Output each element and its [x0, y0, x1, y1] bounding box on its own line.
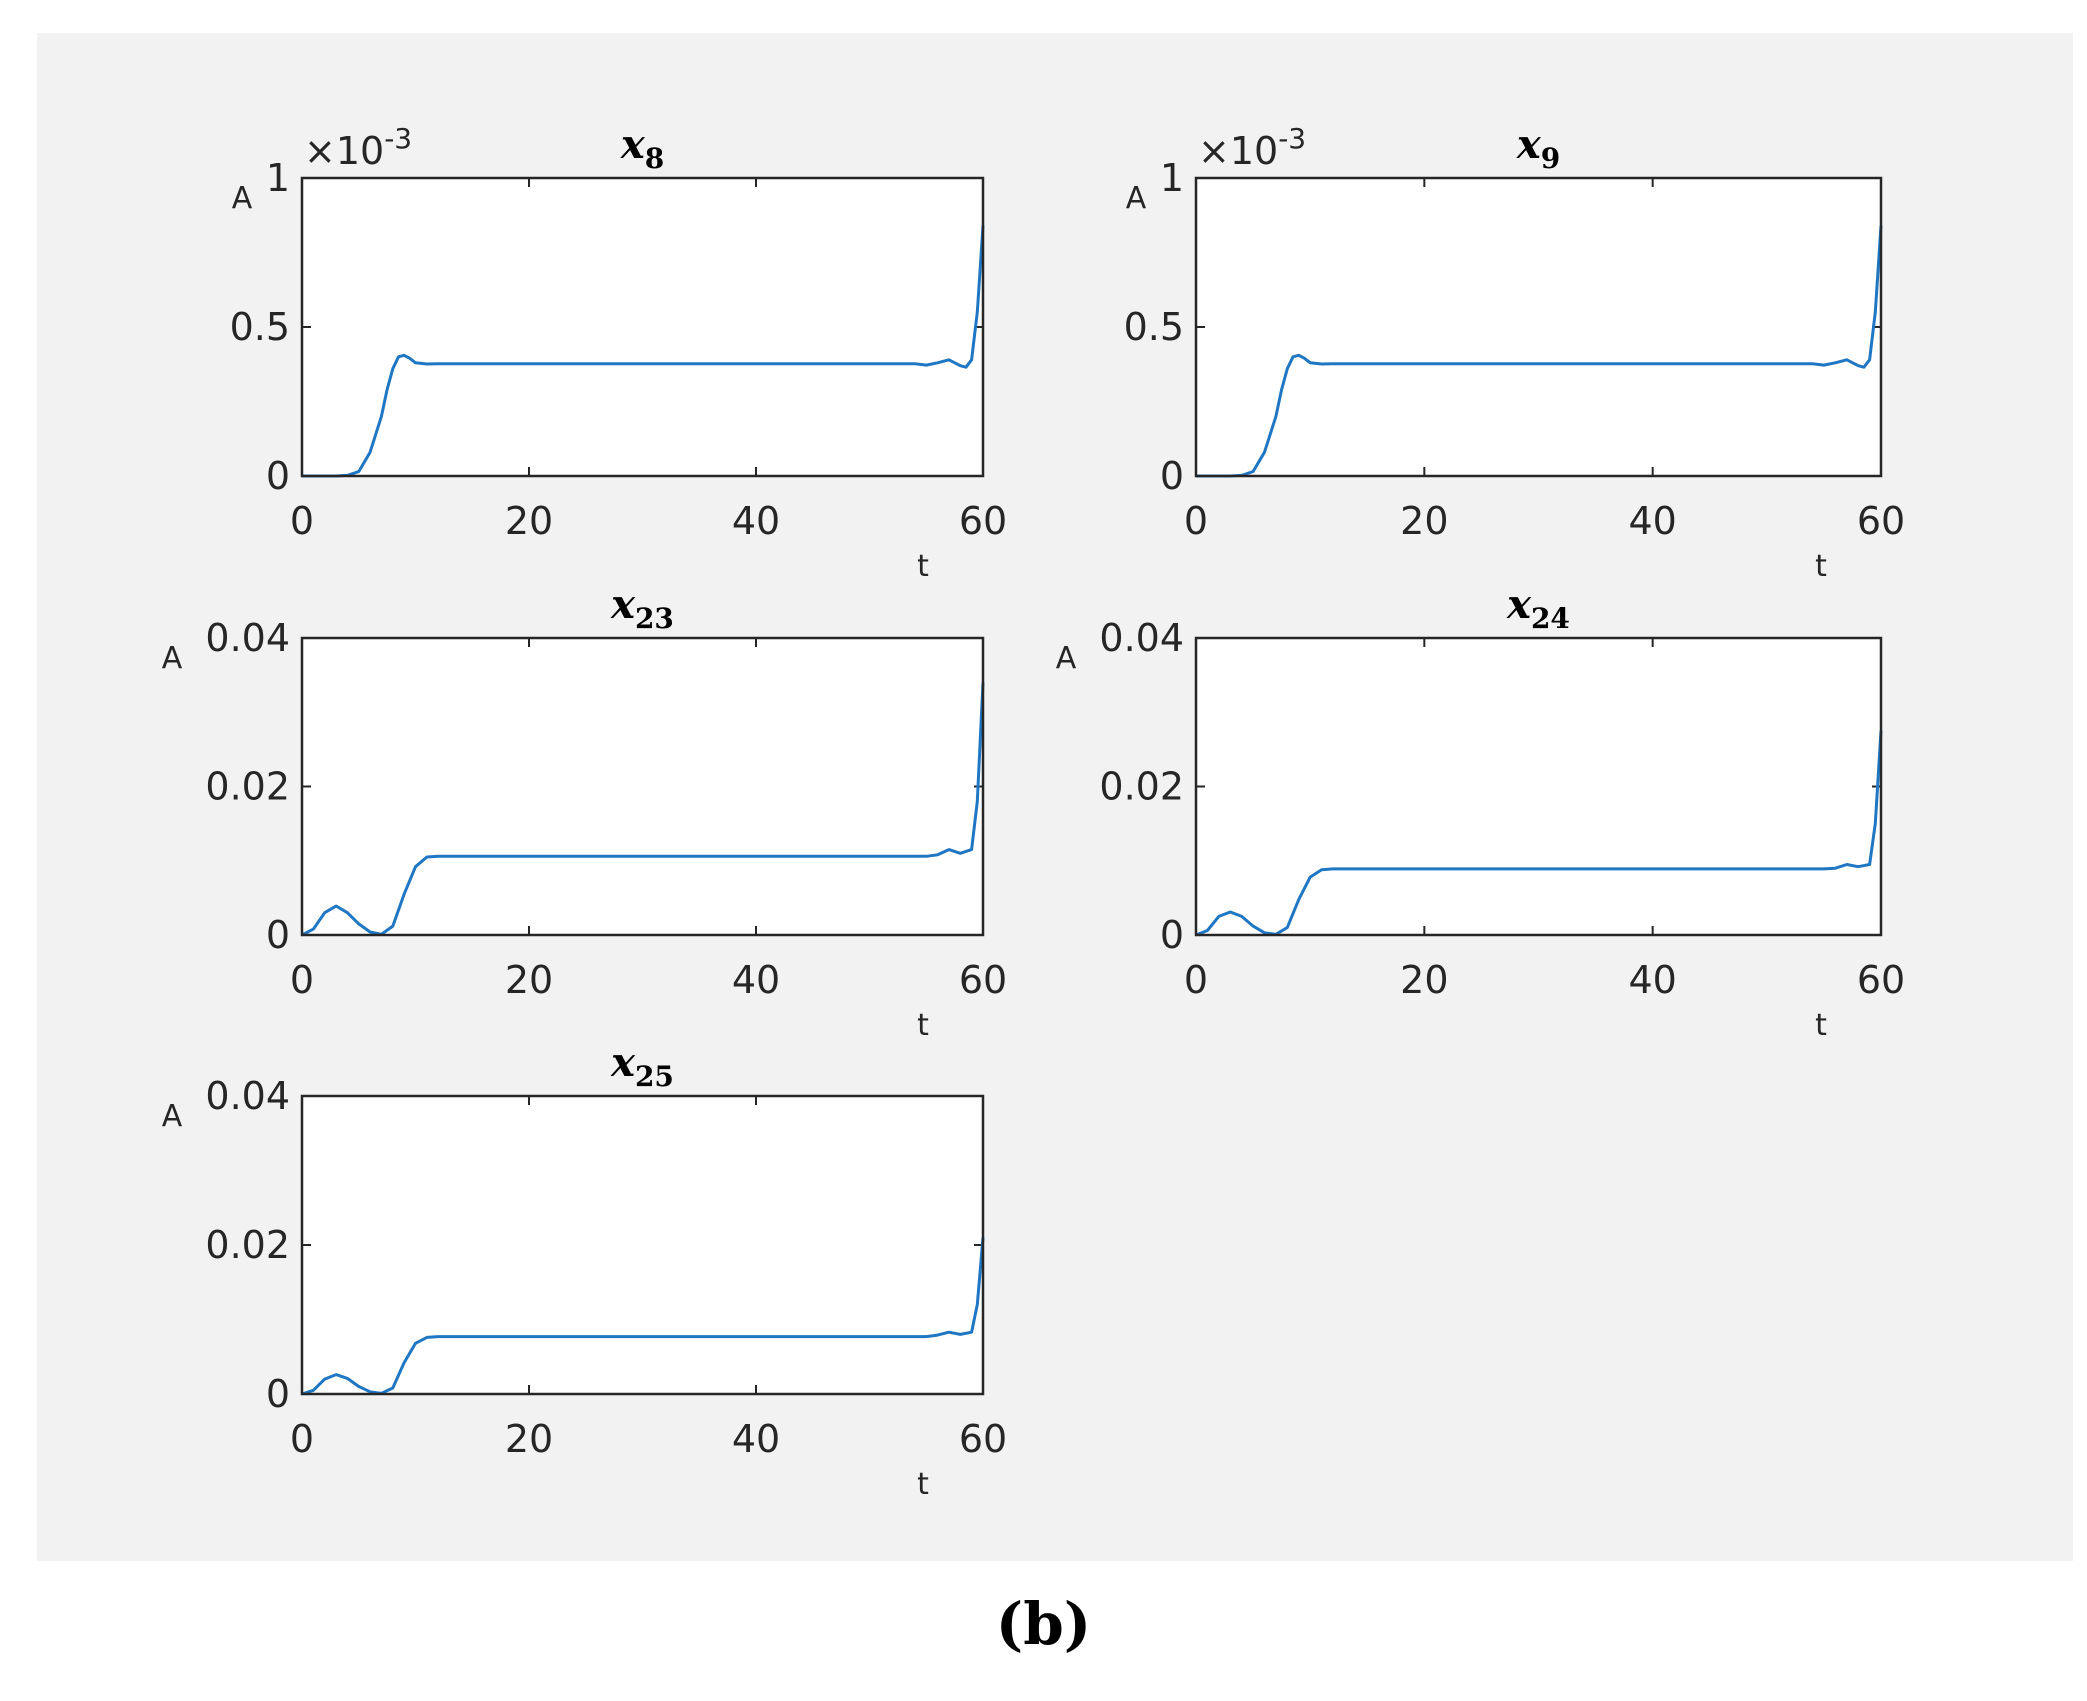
y-axis-label: A	[162, 1099, 183, 1134]
multiplier-base: ×10	[304, 129, 384, 173]
x-tick-label: 60	[959, 1417, 1007, 1461]
multiplier-base: ×10	[1198, 129, 1278, 173]
plot-area	[302, 638, 983, 935]
subplot-title-main: x	[1506, 581, 1532, 628]
x-tick-label: 20	[505, 1417, 553, 1461]
y-axis-multiplier: ×10-3	[1198, 122, 1306, 173]
multiplier-exponent: -3	[1278, 122, 1306, 155]
y-axis-label: A	[162, 641, 183, 676]
y-tick-label: 1	[1160, 156, 1184, 200]
x-tick-label: 40	[732, 1417, 780, 1461]
subplot-title-subscript: 23	[635, 602, 674, 635]
series-line	[1196, 225, 1883, 478]
subplot-title-subscript: 8	[645, 142, 664, 175]
x-axis-label: t	[917, 1008, 929, 1043]
y-tick-label: 0.02	[205, 1223, 290, 1267]
x-tick-label: 40	[732, 499, 780, 543]
x-axis-label: t	[917, 549, 929, 584]
x-tick-label: 0	[1184, 958, 1208, 1002]
subplot-title: x24	[1506, 581, 1570, 635]
plot-area	[1196, 178, 1881, 476]
y-tick-label: 0	[266, 1372, 290, 1416]
x-tick-label: 40	[732, 958, 780, 1002]
plot-area	[302, 1096, 983, 1394]
series-line	[301, 682, 985, 937]
y-tick-label: 0	[266, 454, 290, 498]
axes-box	[1194, 636, 1883, 937]
series-line	[302, 225, 985, 478]
x-tick-label: 60	[959, 499, 1007, 543]
subplot-x8: 0 20 40 60 0 0.5 1 t Ax8 ×10-3	[230, 121, 1008, 584]
plot-area	[1196, 638, 1881, 935]
multiplier-exponent: -3	[384, 122, 412, 155]
y-tick-label: 0.04	[205, 616, 290, 660]
subplot-x9: 0 20 40 60 0 0.5 1 t Ax9 ×10-3	[1124, 121, 1906, 584]
y-tick-label: 0.5	[230, 305, 290, 349]
x-axis-label: t	[1815, 549, 1827, 584]
y-tick-label: 0.5	[1124, 305, 1184, 349]
subplot-title-subscript: 25	[635, 1060, 674, 1093]
x-axis-label: t	[1815, 1008, 1827, 1043]
y-tick-label: 0.04	[205, 1074, 290, 1118]
caption-text: (b)	[995, 1590, 1092, 1658]
x-tick-label: 20	[1400, 499, 1448, 543]
y-axis-label: A	[1056, 641, 1077, 676]
y-tick-label: 0	[266, 913, 290, 957]
subplot-title-main: x	[610, 1039, 636, 1086]
x-tick-label: 40	[1628, 499, 1676, 543]
y-tick-label: 0.02	[1099, 765, 1184, 809]
subplot-title-main: x	[610, 581, 636, 628]
x-tick-label: 60	[1857, 499, 1905, 543]
x-tick-label: 60	[1857, 958, 1905, 1002]
figure-caption: (b)	[0, 1590, 2087, 1658]
x-tick-label: 40	[1628, 958, 1676, 1002]
x-tick-label: 60	[959, 958, 1007, 1002]
series-line	[1195, 730, 1883, 937]
x-tick-label: 0	[290, 958, 314, 1002]
x-tick-label: 0	[1184, 499, 1208, 543]
subplot-title-main: x	[620, 121, 646, 168]
axes-box	[300, 1094, 985, 1396]
x-tick-label: 20	[505, 499, 553, 543]
subplot-title-main: x	[1516, 121, 1542, 168]
axes-box	[300, 636, 985, 937]
y-axis-label: A	[1126, 181, 1147, 216]
subplot-title-subscript: 9	[1541, 142, 1560, 175]
y-axis-label: A	[232, 181, 253, 216]
axes-box	[1194, 176, 1883, 478]
y-tick-label: 1	[266, 156, 290, 200]
y-axis-multiplier: ×10-3	[304, 122, 412, 173]
x-tick-label: 0	[290, 499, 314, 543]
subplot-title-subscript: 24	[1531, 602, 1570, 635]
x-tick-label: 0	[290, 1417, 314, 1461]
subplot-title: x9	[1516, 121, 1560, 175]
subplot-title: x23	[610, 581, 674, 635]
plot-area	[302, 178, 983, 476]
y-tick-label: 0.04	[1099, 616, 1184, 660]
x-axis-label: t	[917, 1467, 929, 1502]
y-tick-label: 0.02	[205, 765, 290, 809]
subplot-title: x8	[620, 121, 664, 175]
axes-box	[300, 176, 985, 478]
subplot-title: x25	[610, 1039, 674, 1093]
x-tick-label: 20	[505, 958, 553, 1002]
y-tick-label: 0	[1160, 913, 1184, 957]
y-tick-label: 0	[1160, 454, 1184, 498]
x-tick-label: 20	[1400, 958, 1448, 1002]
series-line	[301, 1237, 985, 1396]
